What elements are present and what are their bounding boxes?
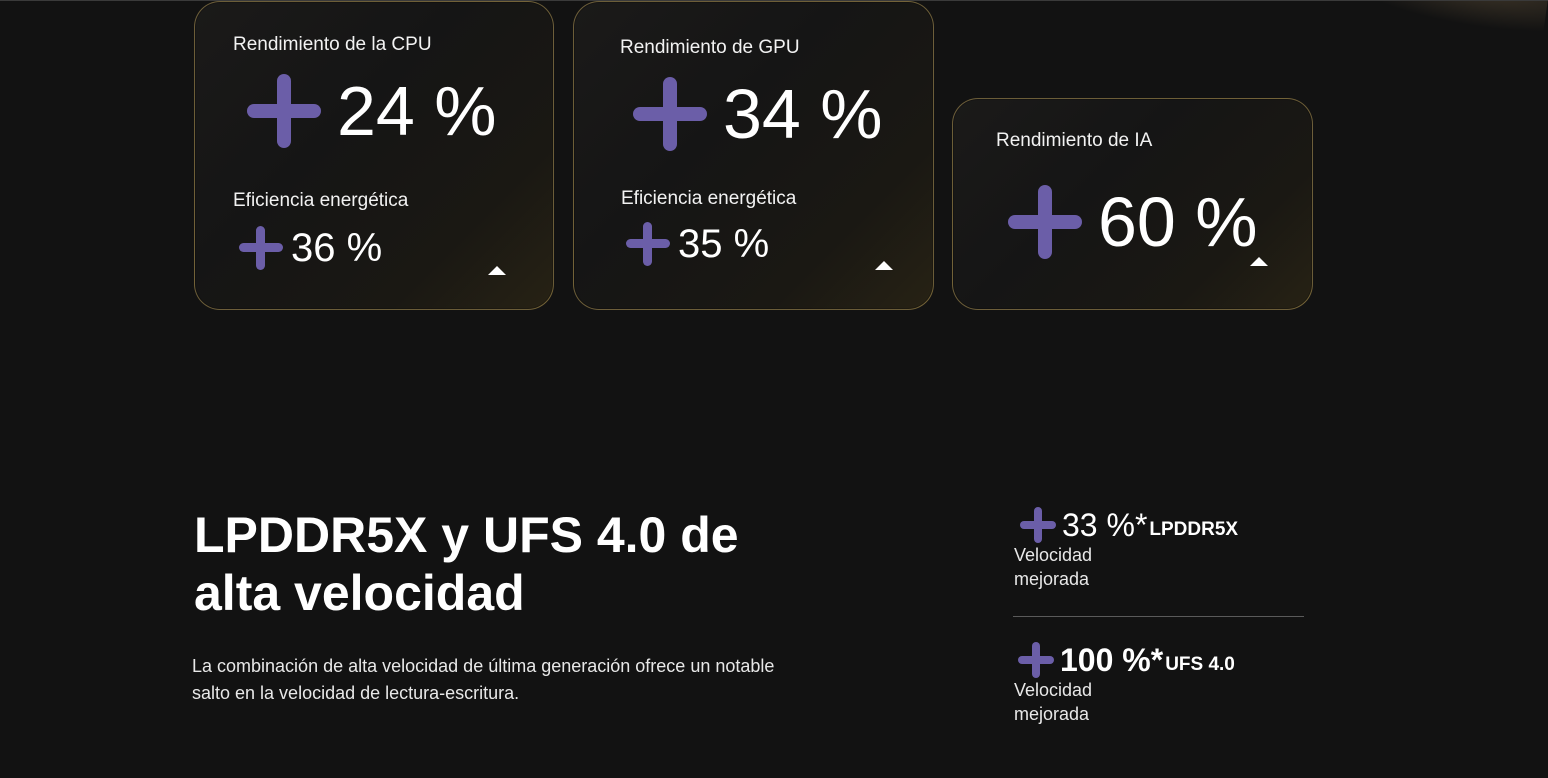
- cpu-value-row: 24 %: [247, 74, 497, 148]
- plus-icon: [239, 226, 283, 270]
- plus-icon: [626, 222, 670, 266]
- stat-lpddr5x-row: 33 %* LPDDR5X: [1014, 507, 1304, 543]
- gpu-card-title: Rendimiento de GPU: [620, 37, 800, 58]
- cpu-efficiency-value: 36 %: [291, 226, 383, 270]
- stat-ufs-caption: Velocidad mejorada: [1014, 680, 1093, 724]
- ai-value-row: 60 %: [1008, 185, 1258, 259]
- plus-icon: [1018, 642, 1054, 678]
- gpu-efficiency-value: 35 %: [678, 222, 770, 266]
- ai-performance-card: Rendimiento de IA 60 %: [952, 98, 1313, 310]
- caret-up-icon[interactable]: [1250, 257, 1268, 266]
- ai-value: 60 %: [1098, 183, 1258, 261]
- plus-icon: [1020, 507, 1056, 543]
- plus-icon: [247, 74, 321, 148]
- stat-lpddr5x: 33 %* LPDDR5X Velocidad mejorada: [1014, 507, 1304, 591]
- caret-up-icon[interactable]: [875, 261, 893, 270]
- gpu-value: 34 %: [723, 75, 883, 153]
- stat-ufs: 100 %* UFS 4.0 Velocidad mejorada: [1014, 642, 1304, 726]
- plus-icon: [1008, 185, 1082, 259]
- gpu-efficiency-row: 35 %: [626, 222, 769, 266]
- cpu-card-title: Rendimiento de la CPU: [233, 34, 432, 55]
- stats-divider: [1013, 616, 1304, 617]
- cpu-efficiency-label: Eficiencia energética: [233, 190, 409, 211]
- caret-up-icon[interactable]: [488, 266, 506, 275]
- cpu-efficiency-row: 36 %: [239, 226, 382, 270]
- section-title: LPDDR5X y UFS 4.0 de alta velocidad: [194, 507, 739, 621]
- section-description: La combinación de alta velocidad de últi…: [192, 656, 775, 703]
- gpu-performance-card: Rendimiento de GPU 34 % Eficiencia energ…: [573, 1, 934, 310]
- cpu-value: 24 %: [337, 72, 497, 150]
- stat-ufs-tag: UFS 4.0: [1165, 654, 1235, 675]
- gpu-value-row: 34 %: [633, 77, 883, 151]
- plus-icon: [633, 77, 707, 151]
- cpu-performance-card: Rendimiento de la CPU 24 % Eficiencia en…: [194, 1, 554, 310]
- stat-ufs-value: 100 %*: [1060, 642, 1164, 678]
- gpu-efficiency-label: Eficiencia energética: [621, 188, 797, 209]
- stat-lpddr5x-caption: Velocidad mejorada: [1014, 545, 1093, 589]
- stat-ufs-row: 100 %* UFS 4.0: [1014, 642, 1304, 678]
- stat-lpddr5x-tag: LPDDR5X: [1149, 519, 1239, 540]
- stat-lpddr5x-value: 33 %*: [1062, 507, 1148, 543]
- decorative-glow: [1324, 1, 1548, 37]
- ai-card-title: Rendimiento de IA: [996, 130, 1153, 151]
